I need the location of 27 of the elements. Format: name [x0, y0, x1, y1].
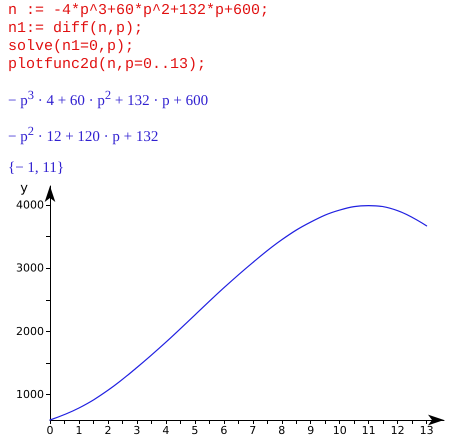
y-tick-label: 1000 [16, 388, 44, 402]
text: {− 1, 11} [8, 160, 66, 177]
x-tick-label: 9 [307, 424, 314, 437]
text: n1:= diff(n,p); [8, 20, 144, 38]
text: plotfunc2d(n,p=0..13); [8, 56, 208, 74]
x-tick-label: 0 [46, 424, 54, 437]
text: solve(n1=0,p); [8, 38, 136, 56]
x-tick-label: 7 [249, 424, 256, 437]
x-tick-label: 10 [332, 424, 347, 437]
text: n := -4*p^3+60*p^2+132*p+600; [8, 2, 270, 20]
y-tick-label: 4000 [16, 198, 44, 212]
x-tick-label: 2 [104, 424, 112, 437]
text: − p$^{2}$ · 12 + 120 · p + 132 [8, 124, 160, 146]
y-tick-label: 2000 [16, 324, 44, 338]
y-tick-label: 3000 [16, 262, 44, 275]
x-tick-label: 4 [162, 424, 170, 437]
text: − p$^{3}$ · 4 + 60 · p$^{2}$ + 132 · p + 600 [8, 88, 210, 110]
x-tick-label: 11 [362, 424, 376, 437]
line-series [49, 205, 428, 421]
x-tick-label: 1 [75, 424, 82, 437]
x-tick-label: 6 [220, 424, 228, 437]
x-tick-label: 13 [420, 424, 434, 437]
x-tick-label: 8 [278, 424, 286, 437]
x-tick-label: 3 [133, 424, 140, 437]
x-tick-label: 12 [390, 424, 405, 437]
x-tick-label: 5 [191, 424, 198, 437]
y-axis-title: y [20, 181, 28, 196]
